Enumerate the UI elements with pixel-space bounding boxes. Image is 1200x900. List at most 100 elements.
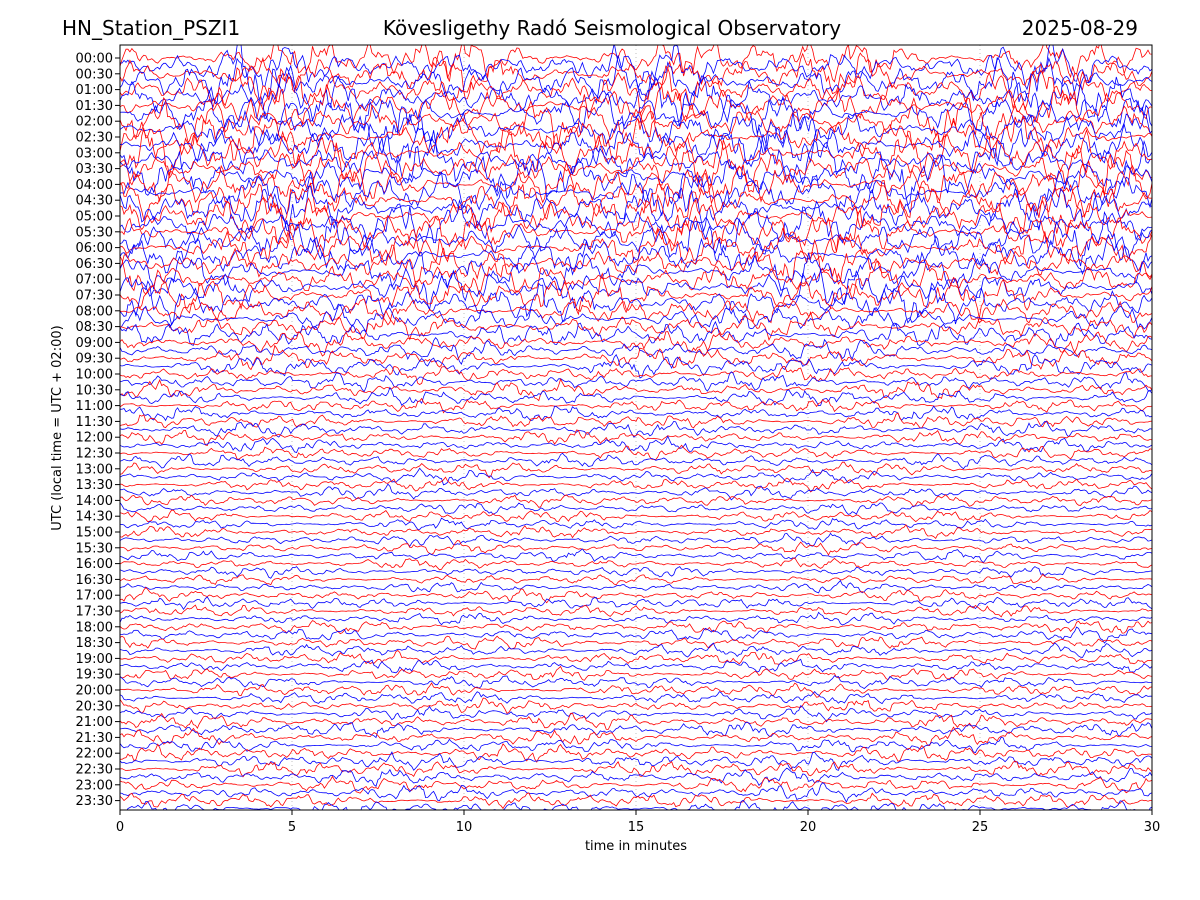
y-tick-label-21: 10:30 xyxy=(76,383,113,398)
trace-row-70 xyxy=(120,604,1152,618)
y-tick-label-15: 07:30 xyxy=(76,289,113,304)
y-tick-label-32: 16:00 xyxy=(76,557,113,572)
y-tick-label-6: 03:00 xyxy=(76,146,113,161)
y-tick-label-33: 16:30 xyxy=(76,573,113,588)
y-tick-label-10: 05:00 xyxy=(76,210,113,225)
trace-row-84 xyxy=(120,712,1152,730)
trace-row-68 xyxy=(120,586,1152,604)
trace-row-90 xyxy=(120,760,1152,778)
trace-row-37 xyxy=(120,337,1152,365)
station-title: HN_Station_PSZI1 xyxy=(62,16,240,40)
y-tick-label-3: 01:30 xyxy=(76,99,113,114)
trace-row-86 xyxy=(120,726,1152,747)
trace-row-82 xyxy=(120,697,1152,714)
y-tick-label-4: 02:00 xyxy=(76,115,113,130)
trace-row-85 xyxy=(120,721,1152,739)
trace-row-62 xyxy=(120,540,1152,556)
y-tick-label-16: 08:00 xyxy=(76,304,113,319)
y-tick-label-45: 22:30 xyxy=(76,763,113,778)
trace-row-3 xyxy=(120,55,1152,107)
trace-row-63 xyxy=(120,548,1152,564)
trace-row-49 xyxy=(120,435,1152,453)
trace-row-10 xyxy=(120,114,1152,164)
trace-row-43 xyxy=(120,386,1152,407)
trace-row-14 xyxy=(120,139,1152,196)
trace-row-95 xyxy=(126,799,1152,810)
y-axis-label: UTC (local time = UTC + 02:00) xyxy=(50,325,65,530)
trace-row-30 xyxy=(120,272,1152,319)
trace-row-73 xyxy=(120,626,1152,644)
trace-row-1 xyxy=(120,45,1152,91)
x-tick-label-5: 25 xyxy=(972,820,989,835)
y-tick-label-40: 20:00 xyxy=(76,684,113,699)
x-axis-label: time in minutes xyxy=(585,839,687,854)
trace-row-88 xyxy=(120,743,1152,763)
trace-row-75 xyxy=(120,642,1152,658)
y-tick-label-39: 19:30 xyxy=(76,668,113,683)
trace-row-54 xyxy=(120,476,1152,493)
trace-row-45 xyxy=(120,405,1152,422)
y-tick-label-18: 09:00 xyxy=(76,336,113,351)
x-tick-label-2: 10 xyxy=(456,820,473,835)
y-tick-label-0: 00:00 xyxy=(76,52,113,67)
y-tick-label-24: 12:00 xyxy=(76,431,113,446)
trace-row-25 xyxy=(120,233,1152,276)
y-tick-label-31: 15:30 xyxy=(76,541,113,556)
trace-row-94 xyxy=(120,792,1152,810)
y-tick-label-25: 12:30 xyxy=(76,447,113,462)
trace-row-13 xyxy=(120,134,1152,186)
y-tick-label-42: 21:00 xyxy=(76,715,113,730)
trace-row-38 xyxy=(120,344,1152,371)
trace-row-4 xyxy=(120,65,1152,116)
trace-row-72 xyxy=(120,620,1152,635)
y-tick-label-23: 11:30 xyxy=(76,415,113,430)
trace-row-59 xyxy=(120,517,1152,530)
trace-row-42 xyxy=(120,378,1152,402)
y-tick-label-38: 19:00 xyxy=(76,652,113,667)
trace-row-91 xyxy=(120,767,1152,787)
y-tick-label-2: 01:00 xyxy=(76,83,113,98)
trace-row-53 xyxy=(120,467,1152,486)
trace-row-28 xyxy=(120,256,1152,301)
y-tick-label-29: 14:30 xyxy=(76,510,113,525)
trace-row-60 xyxy=(120,523,1152,540)
trace-row-79 xyxy=(120,675,1152,690)
y-tick-label-43: 21:30 xyxy=(76,731,113,746)
y-tick-label-19: 09:30 xyxy=(76,352,113,367)
trace-row-11 xyxy=(120,120,1152,167)
trace-row-5 xyxy=(120,71,1152,127)
trace-row-69 xyxy=(120,596,1152,611)
trace-row-56 xyxy=(120,494,1152,508)
trace-row-21 xyxy=(120,198,1152,244)
x-tick-label-4: 20 xyxy=(800,820,817,835)
trace-row-64 xyxy=(120,557,1152,571)
trace-row-24 xyxy=(120,227,1152,266)
trace-row-92 xyxy=(120,775,1152,794)
x-tick-label-1: 5 xyxy=(288,820,296,835)
trace-row-15 xyxy=(120,151,1152,207)
trace-row-41 xyxy=(120,371,1152,393)
trace-row-27 xyxy=(120,251,1152,292)
x-tick-label-0: 0 xyxy=(116,820,124,835)
y-tick-label-9: 04:30 xyxy=(76,194,113,209)
date-title: 2025-08-29 xyxy=(1022,16,1138,40)
y-tick-label-12: 06:00 xyxy=(76,241,113,256)
trace-row-2 xyxy=(120,50,1152,100)
y-tick-label-47: 23:30 xyxy=(76,794,113,809)
x-tick-label-3: 15 xyxy=(628,820,645,835)
trace-row-78 xyxy=(120,665,1152,681)
observatory-title: Kövesligethy Radó Seismological Observat… xyxy=(383,16,841,40)
y-tick-label-14: 07:00 xyxy=(76,273,113,288)
trace-row-29 xyxy=(120,267,1152,311)
trace-row-16 xyxy=(120,161,1152,207)
trace-row-39 xyxy=(120,353,1152,379)
trace-row-67 xyxy=(120,579,1152,594)
y-tick-label-37: 18:30 xyxy=(76,636,113,651)
y-tick-label-7: 03:30 xyxy=(76,162,113,177)
trace-row-44 xyxy=(120,397,1152,414)
trace-row-9 xyxy=(120,106,1152,154)
trace-row-50 xyxy=(120,444,1152,460)
y-tick-label-5: 02:30 xyxy=(76,131,113,146)
x-axis-ticks: 0 5 10 15 20 25 30 xyxy=(116,810,1160,835)
